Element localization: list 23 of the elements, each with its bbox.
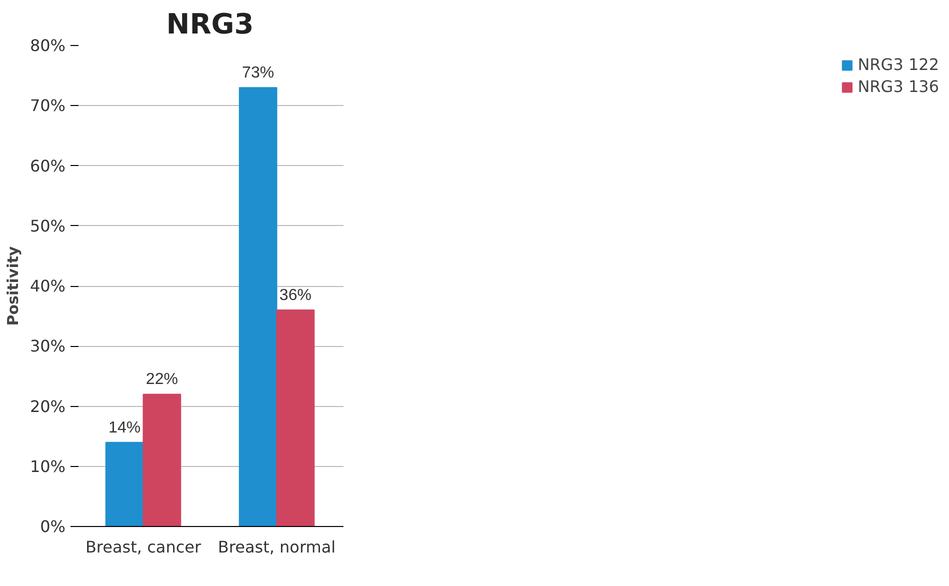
- x-tick-label: Breast, normal: [218, 538, 336, 556]
- y-tick-label: 0%: [40, 517, 66, 536]
- y-tick-label: 30%: [30, 336, 66, 356]
- bar: [276, 310, 315, 526]
- y-tick-label: 10%: [30, 456, 66, 476]
- y-tick-label: 70%: [30, 96, 66, 116]
- y-tick-label: 20%: [30, 396, 66, 416]
- data-label: 22%: [146, 371, 178, 388]
- y-tick-label: 40%: [30, 276, 66, 296]
- data-label: 73%: [242, 64, 274, 82]
- data-label: 14%: [108, 419, 141, 436]
- chart-title: NRG3: [166, 8, 254, 40]
- bar: [105, 442, 144, 526]
- bar: [238, 87, 278, 526]
- x-tick-label: Breast, cancer: [85, 538, 202, 556]
- y-axis-title: Positivity: [4, 246, 22, 326]
- legend-label: NRG3 122: [858, 55, 939, 74]
- data-label: 36%: [279, 287, 312, 304]
- y-tick-label: 50%: [30, 216, 66, 236]
- y-tick-label: 60%: [30, 156, 66, 176]
- bar: [142, 394, 182, 526]
- legend-label: NRG3 136: [858, 77, 939, 96]
- y-tick-label: 80%: [30, 36, 66, 55]
